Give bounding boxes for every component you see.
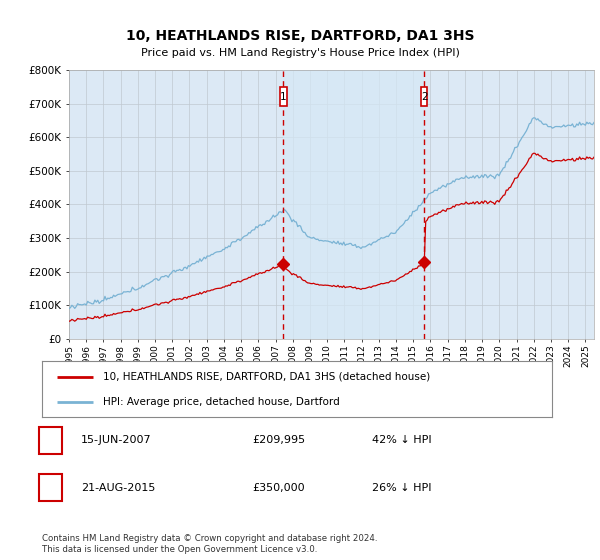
Text: 26% ↓ HPI: 26% ↓ HPI <box>372 483 431 493</box>
Text: Price paid vs. HM Land Registry's House Price Index (HPI): Price paid vs. HM Land Registry's House … <box>140 48 460 58</box>
Text: 15-JUN-2007: 15-JUN-2007 <box>81 435 152 445</box>
Text: 21-AUG-2015: 21-AUG-2015 <box>81 483 155 493</box>
Text: £350,000: £350,000 <box>252 483 305 493</box>
Text: 42% ↓ HPI: 42% ↓ HPI <box>372 435 431 445</box>
Text: 1: 1 <box>47 435 54 445</box>
Text: HPI: Average price, detached house, Dartford: HPI: Average price, detached house, Dart… <box>103 396 340 407</box>
Text: 2: 2 <box>421 92 428 102</box>
Text: 1: 1 <box>280 92 287 102</box>
Text: 10, HEATHLANDS RISE, DARTFORD, DA1 3HS (detached house): 10, HEATHLANDS RISE, DARTFORD, DA1 3HS (… <box>103 372 430 382</box>
Text: 10, HEATHLANDS RISE, DARTFORD, DA1 3HS: 10, HEATHLANDS RISE, DARTFORD, DA1 3HS <box>126 29 474 44</box>
Text: £209,995: £209,995 <box>252 435 305 445</box>
Text: Contains HM Land Registry data © Crown copyright and database right 2024.: Contains HM Land Registry data © Crown c… <box>42 534 377 543</box>
FancyBboxPatch shape <box>421 87 427 106</box>
FancyBboxPatch shape <box>280 87 287 106</box>
Text: 2: 2 <box>47 483 54 493</box>
Bar <box>283 70 424 339</box>
Text: This data is licensed under the Open Government Licence v3.0.: This data is licensed under the Open Gov… <box>42 545 317 554</box>
